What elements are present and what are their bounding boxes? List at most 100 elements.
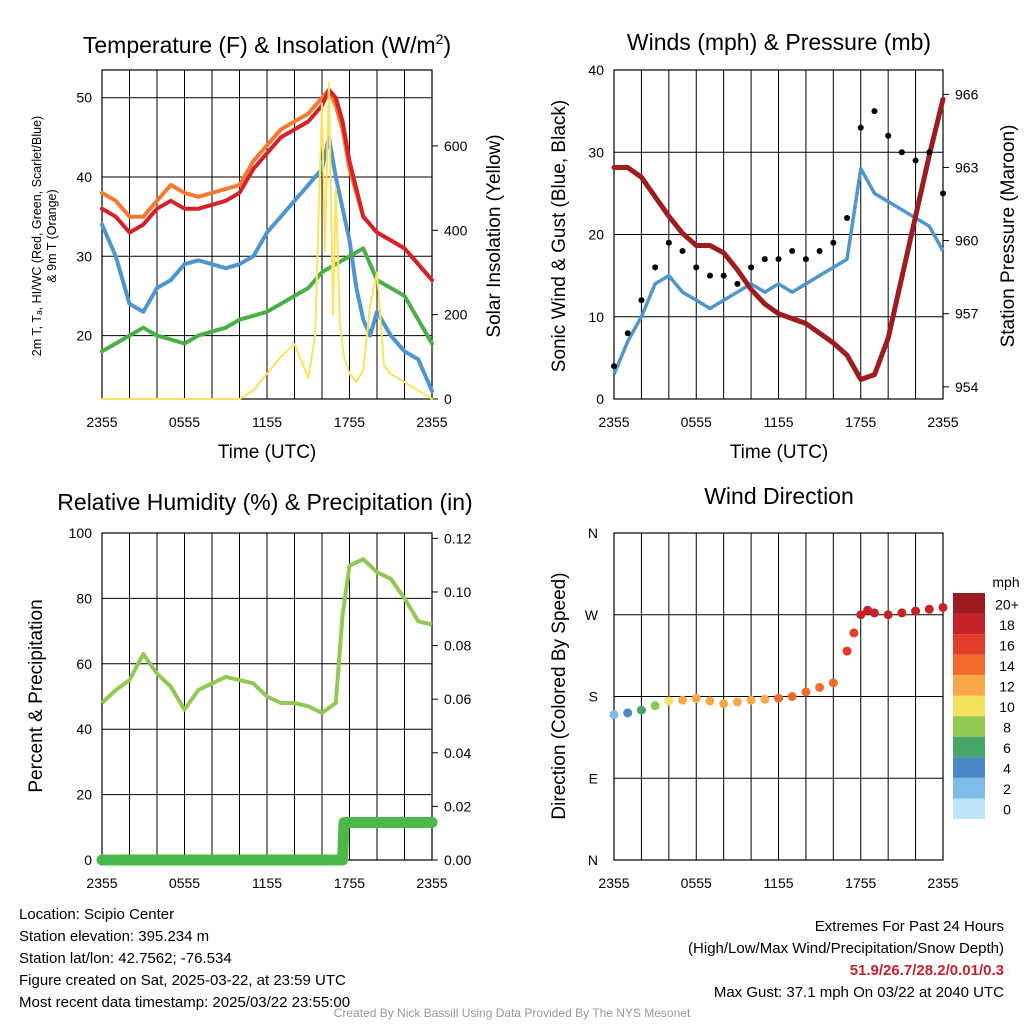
x-tick-label: 2355 bbox=[86, 875, 117, 891]
extremes-subtitle: (High/Low/Max Wind/Precipitation/Snow De… bbox=[688, 940, 1004, 957]
x-tick-label: 0555 bbox=[681, 875, 712, 891]
x-tick-label: 1755 bbox=[845, 875, 876, 891]
title-end: ) bbox=[443, 32, 451, 58]
y-right-tick-label: 0.08 bbox=[444, 638, 471, 654]
colorbar-label: 20+ bbox=[995, 596, 1019, 612]
extremes-info: Extremes For Past 24 Hours (High/Low/Max… bbox=[688, 916, 1004, 1004]
y-right-tick-label: 960 bbox=[955, 233, 979, 249]
direction-point bbox=[924, 604, 934, 614]
gust-point bbox=[720, 272, 727, 279]
y-tick-label: W bbox=[585, 607, 599, 623]
x-axis-label: Time (UTC) bbox=[730, 442, 829, 463]
gust-point bbox=[830, 239, 837, 246]
gust-point bbox=[611, 363, 617, 370]
direction-point bbox=[732, 697, 742, 707]
colorbar-swatch bbox=[953, 716, 985, 737]
x-tick-label: 1755 bbox=[845, 414, 876, 430]
y-left-tick-label: 40 bbox=[588, 62, 604, 78]
extremes-values: 51.9/26.7/28.2/0.01/0.3 bbox=[849, 962, 1004, 979]
gust-point bbox=[844, 215, 851, 222]
y-left-tick-label: 80 bbox=[76, 590, 92, 606]
direction-point bbox=[636, 705, 646, 715]
colorbar-label: 2 bbox=[1003, 781, 1011, 797]
y-left-tick-label: 20 bbox=[76, 787, 92, 803]
y-right-tick-label: 966 bbox=[955, 86, 979, 102]
colorbar-label: 16 bbox=[999, 637, 1015, 653]
direction-point bbox=[842, 646, 852, 656]
y-tick-label: E bbox=[589, 770, 598, 786]
y-right-axis-label: Solar Insolation (Yellow) bbox=[484, 134, 505, 337]
gust-point bbox=[679, 247, 686, 254]
gust-point bbox=[926, 149, 933, 156]
colorbar-swatch bbox=[953, 757, 985, 778]
y-left-tick-label: 0 bbox=[596, 391, 604, 407]
title-text: Temperature (F) & Insolation (W/m bbox=[83, 32, 436, 58]
y-right-tick-label: 963 bbox=[955, 159, 979, 175]
chart-title: Winds (mph) & Pressure (mb) bbox=[627, 29, 931, 55]
colorbar-swatch bbox=[953, 675, 985, 696]
gust-point bbox=[734, 280, 741, 287]
y-left-tick-label: 40 bbox=[76, 721, 92, 737]
direction-point bbox=[897, 608, 907, 618]
panel-2: 2355 0555 1155 1755 2355 0 10 20 30 40 954 957 960 96… bbox=[549, 29, 1019, 463]
x-tick-label: 0555 bbox=[169, 414, 200, 430]
series-line-5 bbox=[101, 81, 433, 400]
gust-point bbox=[898, 149, 905, 156]
recent-text: Most recent data timestamp: 2025/03/22 2… bbox=[19, 994, 351, 1011]
x-tick-label: 2355 bbox=[927, 875, 958, 891]
gust-point bbox=[665, 239, 672, 246]
gust-point bbox=[638, 297, 645, 304]
direction-point bbox=[849, 628, 859, 638]
y-right-tick-label: 200 bbox=[444, 307, 468, 323]
y-axis-label: Direction (Colored By Speed) bbox=[549, 572, 570, 819]
y-tick-label: N bbox=[588, 525, 598, 541]
colorbar-label: 0 bbox=[1003, 802, 1011, 818]
chart-title: Relative Humidity (%) & Precipitation (i… bbox=[57, 489, 472, 515]
direction-point bbox=[664, 696, 674, 706]
gust-point bbox=[693, 264, 700, 271]
y-right-tick-label: 0.04 bbox=[444, 745, 471, 761]
y-left-tick-label: 50 bbox=[76, 90, 92, 106]
direction-point bbox=[678, 695, 688, 705]
direction-point bbox=[801, 687, 811, 697]
direction-point bbox=[691, 693, 701, 703]
gust-point bbox=[802, 256, 809, 263]
colorbar-label: 4 bbox=[1003, 761, 1011, 777]
x-tick-label: 1155 bbox=[763, 875, 793, 891]
colorbar-label: 18 bbox=[999, 617, 1015, 633]
series-line-3 bbox=[100, 135, 434, 394]
wind-line bbox=[612, 166, 945, 375]
y-right-axis-label: Station Pressure (Maroon) bbox=[998, 125, 1019, 348]
x-tick-label: 1155 bbox=[252, 414, 282, 430]
direction-point bbox=[828, 678, 838, 688]
gust-point bbox=[885, 132, 892, 139]
colorbar-label: 6 bbox=[1003, 740, 1011, 756]
direction-point bbox=[863, 605, 873, 615]
gust-point bbox=[912, 157, 919, 164]
latlon-text: Station lat/lon: 42.7562; -76.534 bbox=[19, 950, 232, 967]
station-info: Location: Scipio Center Station elevatio… bbox=[19, 904, 350, 1014]
gust-point bbox=[624, 330, 631, 337]
elevation-text: Station elevation: 395.234 m bbox=[19, 928, 210, 945]
y-right-tick-label: 600 bbox=[444, 138, 468, 154]
y-right-tick-label: 0.12 bbox=[444, 530, 471, 546]
series-line-2 bbox=[100, 87, 434, 283]
x-tick-label: 0555 bbox=[681, 414, 712, 430]
plot-frame bbox=[101, 69, 433, 400]
y-tick-label: N bbox=[588, 852, 598, 868]
direction-point bbox=[856, 610, 866, 620]
x-tick-label: 2355 bbox=[927, 414, 958, 430]
y-left-axis-label-2: & 9m T (Orange) bbox=[45, 189, 59, 282]
direction-point bbox=[869, 608, 879, 618]
direction-point bbox=[609, 710, 619, 720]
y-right-tick-label: 954 bbox=[955, 379, 979, 395]
panel-1: 2355 0555 1155 1755 2355 20 30 40 50 0 200 400 600 Te… bbox=[30, 31, 505, 463]
direction-point bbox=[938, 602, 948, 612]
x-axis-label: Time (UTC) bbox=[218, 442, 317, 463]
colorbar-swatch bbox=[953, 593, 985, 614]
y-right-tick-label: 400 bbox=[444, 222, 468, 238]
gust-point bbox=[761, 256, 768, 263]
gust-point bbox=[940, 190, 946, 197]
colorbar-swatch bbox=[953, 613, 985, 635]
y-left-axis-label: Percent & Precipitation bbox=[26, 599, 47, 792]
